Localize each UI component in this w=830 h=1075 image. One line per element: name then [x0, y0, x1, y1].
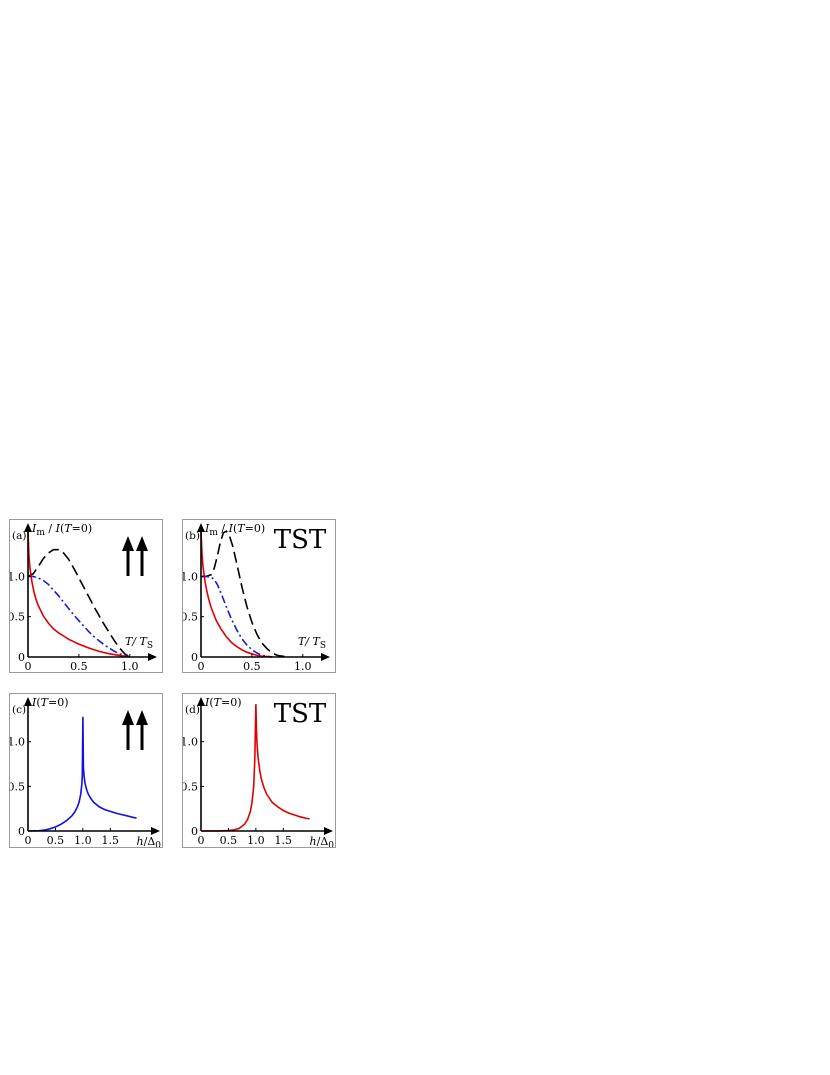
y-axis-label: I(T=0) [204, 696, 242, 709]
y-axis-label: I(T=0) [31, 696, 69, 709]
y-tick-label: 1.0 [10, 736, 25, 749]
x-tick-label: 1.5 [275, 834, 293, 847]
chart-d: 0 0.5 1.0 1.5 0 0.5 1.0 (d) I(T=0) h/Δ0 TST [181, 696, 335, 851]
x-axis-arrow [321, 653, 330, 661]
x-tick-label: 0.5 [220, 834, 238, 847]
x-axis-label: h/Δ0 [310, 835, 335, 847]
chart-panel-c: 0 0.5 1.0 1.5 0 0.5 1.0 (c) I(T=0) h/Δ0 [8, 693, 163, 851]
y-tick-label: 1.0 [183, 570, 198, 583]
x-tick-label: 1.0 [247, 834, 265, 847]
y-tick-label: 1.0 [10, 570, 25, 583]
x-tick-label: 0 [25, 660, 32, 672]
series-line-0 [27, 716, 137, 832]
panel-label: (c) [12, 704, 26, 716]
chart-a: 0 0.5 1.0 0 0.5 1.0 (a) Im / I(T=0) T/ TS [8, 522, 157, 673]
x-axis-label: T/ TS [298, 635, 326, 651]
series-line-2 [200, 531, 273, 658]
x-tick-label: 0.5 [47, 834, 65, 847]
x-axis-arrow [151, 827, 160, 835]
y-tick-label: 0.5 [183, 611, 198, 624]
chart-panel-a: 0 0.5 1.0 0 0.5 1.0 (a) Im / I(T=0) T/ TS [8, 519, 163, 673]
chart-b: 0 0.5 1.0 0 0.5 1.0 (b) Im / I(T=0) T/ TS TST [181, 522, 330, 673]
x-tick-label: 0 [198, 834, 205, 847]
y-axis-label: Im / I(T=0) [204, 522, 265, 538]
y-tick-label: 0 [191, 651, 198, 664]
y-axis-arrow [197, 523, 205, 532]
x-axis-arrow [324, 827, 333, 835]
panel-label: (b) [185, 530, 200, 542]
x-axis-arrow [148, 653, 157, 661]
y-axis-arrow [24, 697, 32, 706]
x-tick-label: 0.5 [243, 660, 261, 672]
y-tick-label: 0 [18, 651, 25, 664]
y-tick-label: 1.0 [183, 736, 198, 749]
up-arrow-right-head [136, 536, 148, 551]
x-tick-label: 0.5 [70, 660, 88, 672]
series-line-0 [200, 704, 310, 832]
x-tick-label: 0 [25, 834, 32, 847]
tst-annotation: TST [274, 699, 327, 729]
y-tick-label: 0 [18, 825, 25, 838]
series-line-1 [201, 575, 273, 658]
y-tick-label: 0.5 [183, 780, 198, 793]
up-arrow-left-head [122, 536, 134, 551]
x-axis-label: h/Δ0 [137, 835, 162, 847]
x-tick-label: 1.0 [74, 834, 92, 847]
chart-c: 0 0.5 1.0 1.5 0 0.5 1.0 (c) I(T=0) h/Δ0 [8, 696, 162, 851]
x-tick-label: 0 [198, 660, 205, 672]
up-arrow-right-head [136, 710, 148, 725]
y-tick-label: 0.5 [10, 780, 25, 793]
x-axis-label: T/ TS [125, 635, 153, 651]
series-line-0 [201, 530, 288, 658]
y-axis-arrow [24, 523, 32, 532]
tst-annotation: TST [274, 525, 327, 555]
x-tick-label: 1.0 [294, 660, 312, 672]
up-arrow-left-head [122, 710, 134, 725]
panel-label: (d) [185, 704, 200, 716]
y-axis-label: Im / I(T=0) [31, 522, 92, 538]
x-tick-label: 1.5 [102, 834, 120, 847]
chart-panel-d: 0 0.5 1.0 1.5 0 0.5 1.0 (d) I(T=0) h/Δ0 TST [181, 693, 336, 851]
y-tick-label: 0 [191, 825, 198, 838]
panel-label: (a) [12, 530, 26, 542]
series-line-0 [27, 548, 131, 658]
y-axis-arrow [197, 697, 205, 706]
chart-panel-b: 0 0.5 1.0 0 0.5 1.0 (b) Im / I(T=0) T/ TS TST [181, 519, 336, 673]
y-tick-label: 0.5 [10, 611, 25, 624]
series-line-1 [28, 575, 131, 658]
x-tick-label: 1.0 [121, 660, 139, 672]
series-line-2 [27, 531, 130, 658]
